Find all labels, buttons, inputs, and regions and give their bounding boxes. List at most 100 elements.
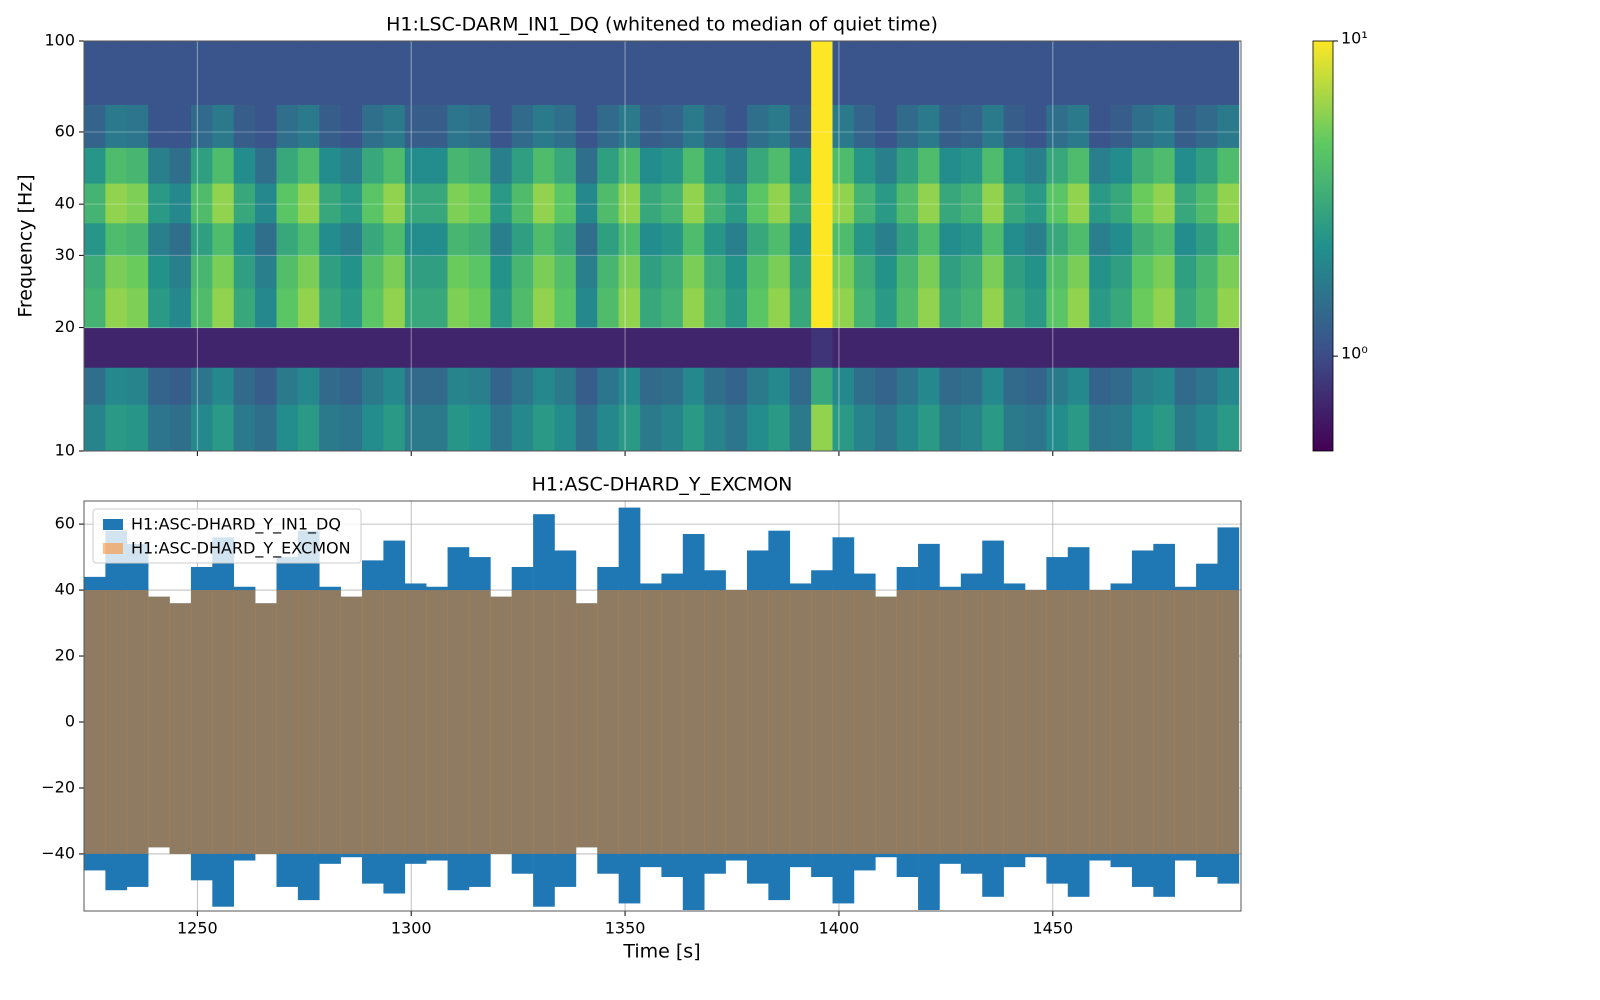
- heatmap-cell: [1217, 404, 1240, 451]
- axes-frame: [83, 500, 1242, 912]
- heatmap-cell: [918, 367, 940, 405]
- range-bar: [190, 590, 213, 854]
- range-bar: [169, 603, 192, 854]
- heatmap-cell: [297, 327, 320, 368]
- heatmap-cell: [682, 367, 705, 405]
- heatmap-cell: [340, 367, 363, 405]
- heatmap-cell: [1067, 327, 1090, 368]
- range-bar: [340, 596, 363, 854]
- heatmap-cell: [383, 327, 406, 368]
- heatmap-cell: [1174, 41, 1197, 105]
- heatmap-cell: [682, 183, 705, 224]
- heatmap-cell: [233, 147, 256, 184]
- heatmap-cell: [789, 147, 812, 184]
- heatmap-cell: [1174, 104, 1197, 148]
- range-bar: [811, 590, 833, 854]
- heatmap-cell: [148, 222, 170, 256]
- heatmap-cell: [640, 404, 662, 451]
- heatmap-cell: [468, 255, 491, 289]
- legend-label: H1:ASC-DHARD_Y_IN1_DQ: [131, 515, 341, 535]
- heatmap-cell: [190, 41, 213, 105]
- heatmap-cell: [468, 222, 491, 256]
- heatmap-cell: [725, 327, 748, 368]
- legend-swatch: [103, 519, 123, 530]
- range-bar: [982, 590, 1004, 854]
- heatmap-cell: [84, 367, 106, 405]
- heatmap-cell: [1046, 287, 1069, 328]
- range-bar: [511, 590, 534, 854]
- y-tick-label: 40: [55, 194, 75, 213]
- heatmap-cell: [426, 327, 448, 368]
- heatmap-cell: [1046, 183, 1069, 224]
- heatmap-cell: [105, 404, 128, 451]
- heatmap-cell: [982, 255, 1005, 289]
- heatmap-cell: [554, 255, 577, 289]
- heatmap-cell: [875, 41, 898, 105]
- heatmap-cell: [383, 41, 406, 105]
- heatmap-cell: [918, 404, 940, 451]
- heatmap-cell: [554, 41, 577, 105]
- heatmap-cell: [554, 183, 577, 224]
- heatmap-cell: [704, 367, 726, 405]
- heatmap-cell: [789, 255, 812, 289]
- heatmap-cell: [768, 327, 791, 368]
- range-bar: [618, 590, 641, 854]
- heatmap-cell: [789, 104, 812, 148]
- heatmap-cell: [404, 287, 427, 328]
- heatmap-cell: [1131, 367, 1154, 405]
- heatmap-cell: [575, 41, 598, 105]
- legend-label: H1:ASC-DHARD_Y_EXCMON: [131, 539, 351, 559]
- heatmap-cell: [276, 327, 299, 368]
- heatmap-cell: [811, 183, 833, 224]
- heatmap-cell: [1024, 255, 1047, 289]
- heatmap-cell: [939, 222, 962, 256]
- range-bar: [233, 590, 256, 854]
- heatmap-cell: [918, 104, 940, 148]
- heatmap-cell: [1153, 404, 1176, 451]
- heatmap-cell: [554, 327, 577, 368]
- range-bar: [746, 590, 769, 854]
- heatmap-cell: [618, 183, 641, 224]
- heatmap-cell: [811, 41, 833, 105]
- heatmap-cell: [853, 183, 876, 224]
- heatmap-cell: [811, 255, 833, 289]
- heatmap-cell: [768, 255, 791, 289]
- heatmap-cell: [918, 41, 940, 105]
- heatmap-cell: [960, 104, 983, 148]
- heatmap-cell: [426, 404, 448, 451]
- heatmap-cell: [1217, 255, 1240, 289]
- x-axis-label: Time [s]: [622, 941, 700, 963]
- heatmap-cell: [1110, 255, 1133, 289]
- heatmap-cell: [426, 255, 448, 289]
- heatmap-cell: [618, 287, 641, 328]
- heatmap-cell: [1217, 287, 1240, 328]
- heatmap-cell: [447, 104, 470, 148]
- heatmap-cell: [84, 104, 106, 148]
- heatmap-cell: [960, 287, 983, 328]
- range-bar: [725, 590, 748, 854]
- heatmap-cell: [853, 104, 876, 148]
- heatmap-cell: [468, 41, 491, 105]
- heatmap-cell: [426, 41, 448, 105]
- heatmap-cell: [1174, 404, 1197, 451]
- heatmap-cell: [575, 183, 598, 224]
- heatmap-cell: [789, 287, 812, 328]
- heatmap-cell: [725, 183, 748, 224]
- heatmap-cell: [447, 367, 470, 405]
- heatmap-cell: [768, 287, 791, 328]
- heatmap-cell: [1046, 327, 1069, 368]
- axes: 10 20 30 40 60 100 10⁰ 10¹ −40 −20 0 20 40 60 1250 1300…: [41, 29, 1368, 938]
- heatmap-cell: [811, 222, 833, 256]
- heatmap-cell: [725, 104, 748, 148]
- heatmap-cell: [896, 183, 919, 224]
- heatmap-cell: [982, 183, 1005, 224]
- heatmap-cell: [768, 404, 791, 451]
- heatmap-cell: [340, 183, 363, 224]
- heatmap-cell: [105, 287, 128, 328]
- heatmap-cell: [340, 404, 363, 451]
- heatmap-cell: [1067, 183, 1090, 224]
- range-bar: [554, 590, 577, 854]
- heatmap-cell: [575, 287, 598, 328]
- heatmap-cell: [1131, 404, 1154, 451]
- heatmap-cell: [618, 327, 641, 368]
